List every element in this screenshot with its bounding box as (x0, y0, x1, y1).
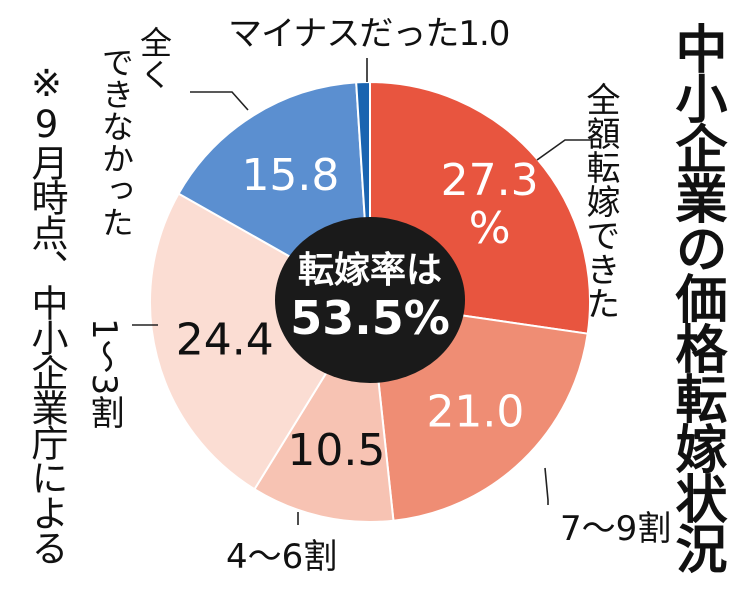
category-label-3: 1～3割 (84, 318, 124, 429)
category-label-5: マイナスだった1.0 (228, 14, 509, 54)
category-label-0: 全額転嫁できた (580, 82, 620, 320)
category-label-1: 7～9割 (560, 509, 671, 549)
value-label-4: 15.8 (241, 150, 339, 201)
value-label-0: 27.3 (441, 155, 539, 206)
value-label-3: 24.4 (176, 314, 274, 365)
value-label-2: 10.5 (287, 425, 385, 476)
leader-line-1 (544, 467, 549, 505)
value-label-1: 21.0 (426, 386, 524, 437)
source-note: ※9月時点、中小企業庁による (25, 62, 68, 564)
category-label-2: 4～6割 (226, 537, 337, 577)
chart-title: 中小企業の価格転嫁状況 (666, 22, 726, 572)
leader-line-4 (190, 91, 249, 111)
category-label-4: 全く (135, 26, 173, 90)
value-label-0-unit: % (469, 203, 511, 254)
center-label-line2: 53.5% (290, 291, 450, 345)
leader-line-0 (536, 139, 592, 161)
pie-slice-3 (149, 192, 372, 491)
category-label-4-cont: できなかった (97, 46, 135, 238)
center-label-line1: 転嫁率は (298, 250, 442, 291)
center-disk (275, 217, 465, 383)
